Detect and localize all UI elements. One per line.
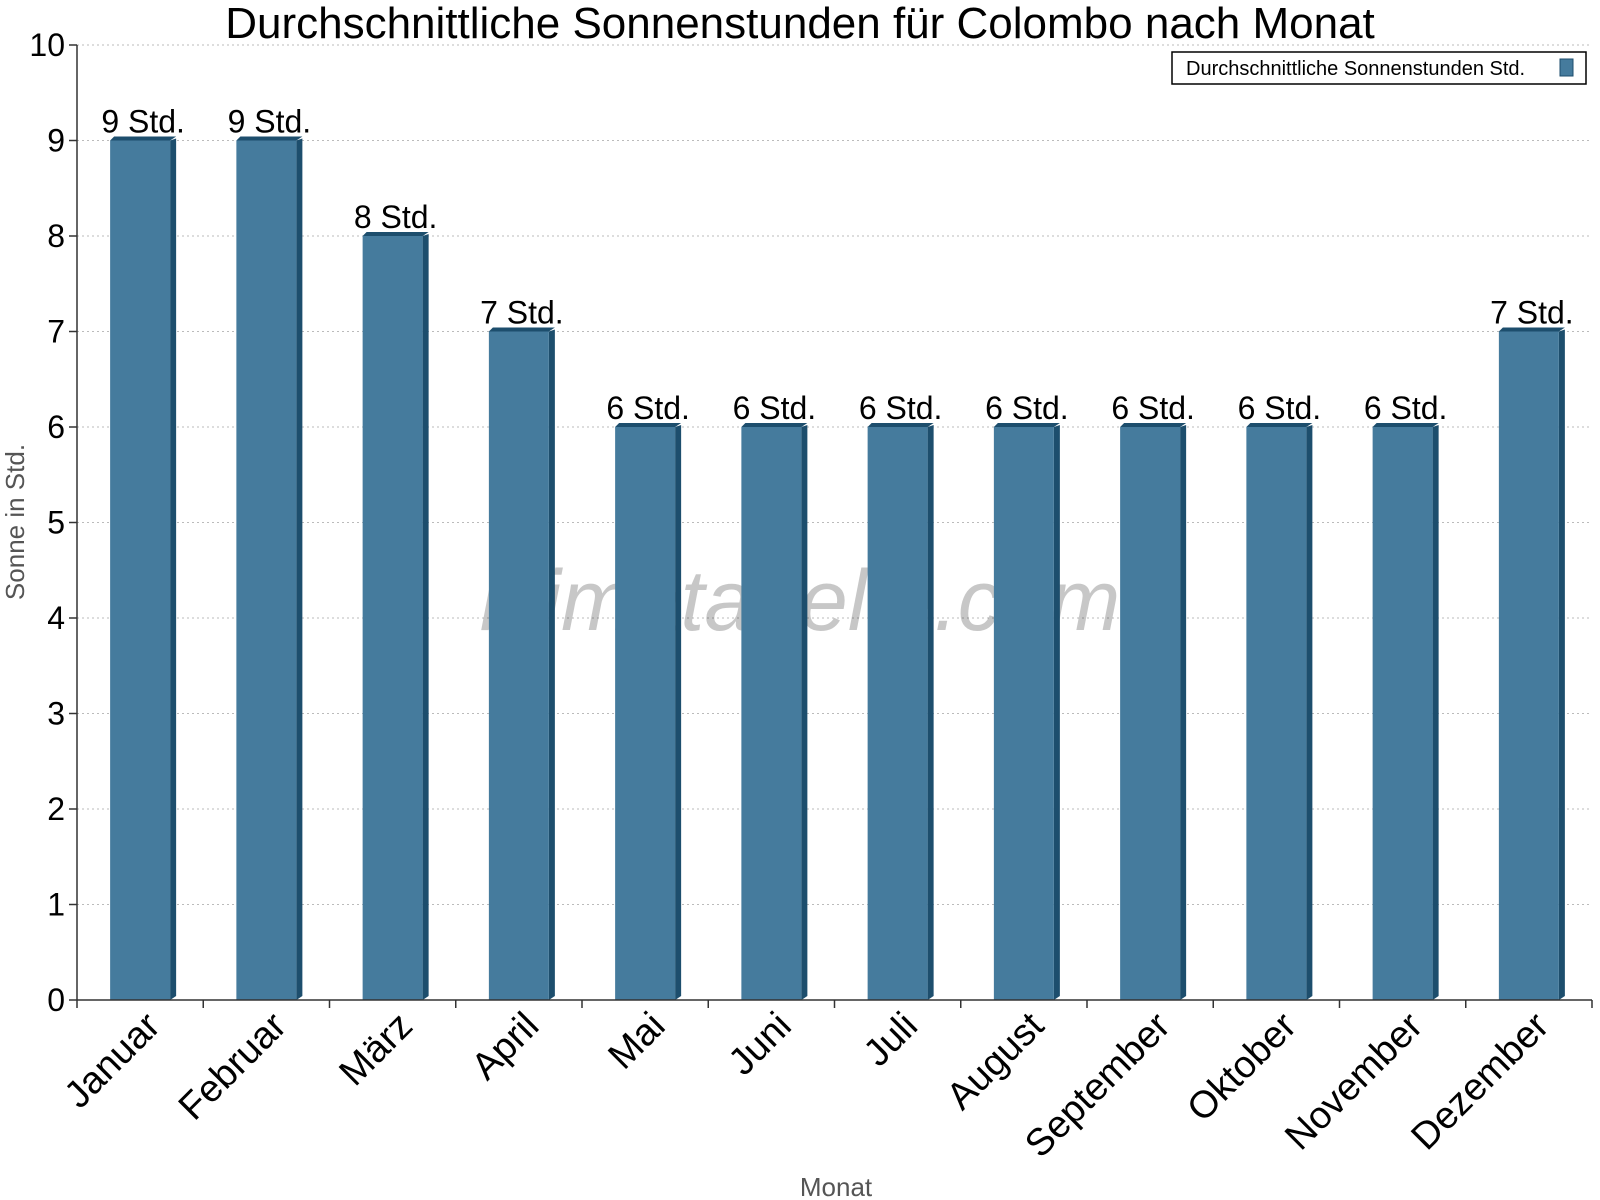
legend-swatch (1559, 58, 1574, 77)
y-tick-label: 0 (47, 982, 65, 1018)
data-label: 6 Std. (985, 390, 1069, 426)
bar (1498, 331, 1559, 1000)
y-tick-label: 6 (47, 409, 65, 445)
bar-side (548, 329, 555, 1000)
bar-top (236, 136, 303, 141)
x-tick-label: Juni (721, 1005, 800, 1084)
bar-side (296, 138, 303, 1000)
data-labels: 9 Std. 9 Std. 8 Std. 7 Std. 6 Std. 6 Std. 6 St… (101, 104, 1573, 427)
bar-top (867, 423, 934, 427)
y-tick-label: 9 (47, 123, 65, 159)
x-axis-title: Monat (800, 1172, 873, 1200)
bar-top (615, 423, 682, 427)
data-label: 6 Std. (1364, 390, 1448, 426)
bar-side (1558, 329, 1565, 1000)
bars (110, 136, 1565, 1000)
bar-top (1246, 423, 1313, 427)
bar-top (362, 232, 429, 236)
data-label: 8 Std. (354, 199, 438, 235)
bar (615, 427, 676, 1000)
x-tick-label: Februar (171, 1004, 295, 1128)
bar (236, 140, 297, 1000)
bar-side (1306, 425, 1313, 1000)
bar (741, 427, 802, 1000)
y-axis-ticks: 0 1 2 3 4 5 6 7 8 9 10 (29, 27, 77, 1018)
x-tick-label: März (332, 1005, 421, 1094)
data-label: 7 Std. (1490, 295, 1574, 331)
x-tick-label: Dezember (1404, 1004, 1558, 1158)
x-tick-label: Mai (600, 1005, 673, 1078)
data-label: 6 Std. (1238, 390, 1322, 426)
bar (993, 427, 1054, 1000)
bar-side (170, 138, 177, 1000)
data-label: 9 Std. (101, 104, 185, 140)
bar (867, 427, 928, 1000)
data-label: 9 Std. (228, 104, 312, 140)
axes (76, 45, 1592, 1001)
x-axis-ticks: Januar Februar März April Mai Juni Juli AugustS… (57, 1000, 1593, 1166)
bar-top (993, 423, 1060, 427)
bar-top (741, 423, 808, 427)
legend: Durchschnittliche Sonnenstunden Std. (1171, 51, 1587, 85)
bar-side (1180, 425, 1187, 1000)
bar-top (1498, 327, 1565, 332)
bar (1372, 427, 1433, 1000)
bar (1246, 427, 1307, 1000)
x-tick-label: Juli (856, 1005, 926, 1075)
x-tick-label: Oktober (1179, 1004, 1305, 1130)
y-tick-label: 2 (47, 791, 65, 827)
bar (110, 140, 171, 1000)
y-tick-label: 1 (47, 887, 65, 923)
bar-side (675, 425, 682, 1000)
bar (362, 236, 423, 1000)
x-tick-label: Januar (57, 1004, 169, 1116)
data-label: 6 Std. (859, 390, 943, 426)
bar-side (422, 234, 429, 1000)
bar-top (110, 136, 177, 141)
x-tick-label: August (939, 1004, 1053, 1118)
bar (488, 331, 549, 1000)
bar-side (801, 425, 808, 1000)
y-tick-label: 7 (47, 314, 65, 350)
y-tick-label: 4 (47, 600, 65, 636)
bar-side (1053, 425, 1060, 1000)
legend-label: Durchschnittliche Sonnenstunden Std. (1186, 58, 1525, 80)
bar-side (927, 425, 934, 1000)
data-label: 6 Std. (733, 390, 817, 426)
data-label: 6 Std. (1111, 390, 1195, 426)
bar (1120, 427, 1181, 1000)
bar-top (1120, 423, 1187, 427)
y-tick-label: 8 (47, 218, 65, 254)
grid-lines (77, 44, 1592, 905)
chart-title: Durchschnittliche Sonnenstunden für Colo… (225, 0, 1375, 48)
data-label: 7 Std. (480, 295, 564, 331)
x-tick-label: November (1277, 1004, 1431, 1158)
x-tick-label: April (464, 1005, 547, 1088)
y-axis-title: Sonne in Std. (0, 444, 30, 600)
bar-top (1372, 423, 1439, 427)
y-tick-label: 3 (47, 696, 65, 732)
y-tick-label: 10 (29, 27, 65, 63)
data-label: 6 Std. (606, 390, 690, 426)
y-tick-label: 5 (47, 505, 65, 541)
bar-top (488, 327, 555, 332)
legend-box (1171, 51, 1587, 85)
bar-side (1432, 425, 1439, 1000)
